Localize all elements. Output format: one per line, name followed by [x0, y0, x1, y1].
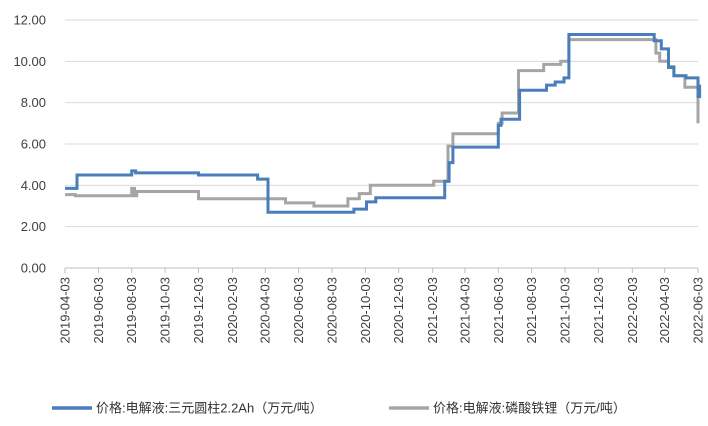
x-tick-label: 2022-04-03	[657, 277, 672, 344]
legend-label: 价格:电解液:磷酸铁锂（万元/吨）	[433, 401, 626, 416]
x-tick-label: 2022-06-03	[691, 277, 706, 344]
x-tick-label: 2021-06-03	[491, 277, 506, 344]
y-tick-label: 8.00	[21, 95, 46, 110]
series-line	[65, 38, 700, 208]
x-tick-label: 2019-08-03	[124, 277, 139, 344]
axes: 0.00 2.00 4.00 6.00 8.00 10.00 12.00 2019-04-03…	[13, 13, 705, 344]
grid-lines	[65, 19, 698, 228]
x-tick-label: 2022-02-03	[625, 277, 640, 344]
x-tick-label: 2019-06-03	[91, 277, 106, 344]
x-tick-label: 2021-12-03	[591, 277, 606, 344]
x-tick-label: 2020-10-03	[358, 277, 373, 344]
x-tick-label: 2019-04-03	[58, 277, 73, 344]
x-tick-label: 2020-02-03	[225, 277, 240, 344]
x-tick-label: 2019-10-03	[158, 277, 173, 344]
x-tick-label: 2020-12-03	[391, 277, 406, 344]
legend-label: 价格:电解液:三元圆柱2.2Ah（万元/吨）	[96, 401, 323, 416]
x-tick-label: 2020-06-03	[291, 277, 306, 344]
series-line	[65, 33, 702, 214]
y-tick-label: 12.00	[13, 13, 46, 28]
legend: 价格:电解液:三元圆柱2.2Ah（万元/吨） 价格:电解液:磷酸铁锂（万元/吨）	[52, 401, 626, 416]
x-tick-label: 2021-04-03	[457, 277, 472, 344]
y-tick-label: 2.00	[21, 219, 46, 234]
x-tick-label: 2021-08-03	[524, 277, 539, 344]
y-tick-label: 6.00	[21, 137, 46, 152]
x-tick-label: 2021-10-03	[558, 277, 573, 344]
x-tick-label: 2019-12-03	[191, 277, 206, 344]
y-tick-label: 0.00	[21, 261, 46, 276]
series-lines	[65, 33, 702, 214]
y-tick-label: 4.00	[21, 178, 46, 193]
y-tick-label: 10.00	[13, 54, 46, 69]
x-tick-label: 2020-04-03	[258, 277, 273, 344]
x-tick-label: 2020-08-03	[324, 277, 339, 344]
x-tick-label: 2021-02-03	[425, 277, 440, 344]
